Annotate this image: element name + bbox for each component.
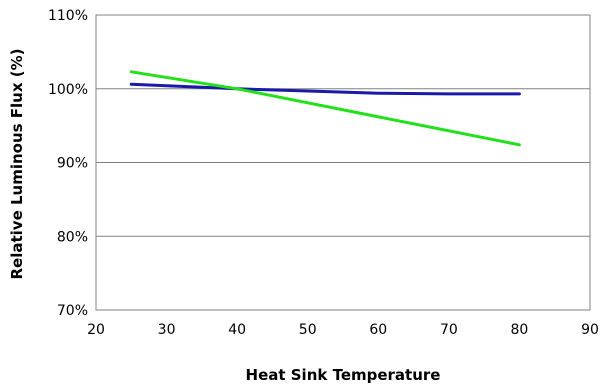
x-tick-label: 50: [299, 322, 317, 338]
x-tick-label: 90: [581, 322, 599, 338]
y-tick-label: 100%: [48, 82, 88, 98]
y-axis-ticks: 70% 80% 90% 100% 110%: [48, 8, 88, 319]
x-tick-label: 70: [440, 322, 458, 338]
x-tick-label: 40: [228, 322, 246, 338]
series-line-1: [129, 82, 521, 96]
y-tick-label: 80%: [57, 229, 88, 245]
y-tick-label: 70%: [57, 303, 88, 319]
gridlines: [96, 88, 590, 237]
x-tick-label: 80: [511, 322, 529, 338]
y-axis-title: Relative Luminous Flux (%): [8, 49, 26, 280]
y-tick-label: 90%: [57, 156, 88, 172]
x-tick-label: 30: [158, 322, 176, 338]
series-lines: [129, 70, 521, 147]
series-line-2: [129, 70, 521, 147]
x-axis-title: Heat Sink Temperature: [246, 366, 441, 384]
y-tick-label: 110%: [48, 8, 88, 24]
x-axis-ticks: 20 30 40 50 60 70 80 90: [87, 322, 599, 338]
plot-area-frame: [95, 14, 591, 311]
x-tick-label: 20: [87, 322, 105, 338]
x-tick-label: 60: [369, 322, 387, 338]
